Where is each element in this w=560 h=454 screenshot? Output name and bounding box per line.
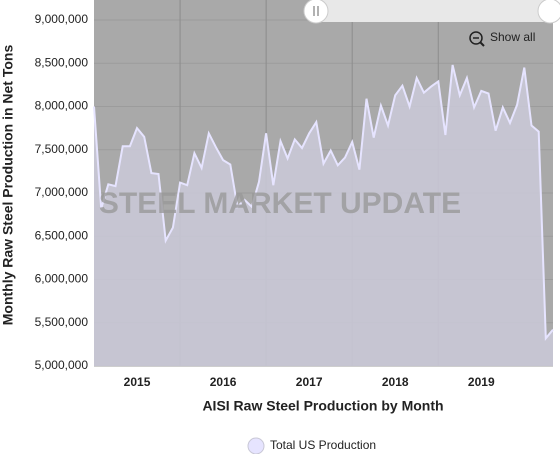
line (93, 64, 554, 341)
y-axis-title: Monthly Raw Steel Production in Net Tons (0, 45, 16, 326)
navigator-range (316, 0, 553, 22)
x-axis-title: AISI Raw Steel Production by Month (202, 398, 443, 414)
y-tick-label: 8,000,000 (35, 99, 89, 113)
zoom-icon (469, 31, 483, 45)
y-tick-label: 6,500,000 (35, 228, 89, 242)
navigator-handle[interactable] (537, 0, 560, 24)
button-label[interactable]: Show all (490, 30, 535, 44)
y-tick-label: 7,500,000 (35, 142, 89, 156)
y-tick-label: 9,000,000 (35, 12, 89, 26)
y-tick-label: 8,500,000 (35, 55, 89, 69)
legend-label[interactable]: Total US Production (270, 438, 376, 452)
zoom-icon (479, 41, 485, 47)
y-tick-label: 7,000,000 (35, 185, 89, 199)
area-fill (94, 65, 553, 366)
y-tick-label: 5,500,000 (35, 315, 89, 329)
x-group-label: 2016 (210, 375, 237, 389)
y-tick-label: 5,000,000 (35, 358, 89, 372)
x-group-label: 2015 (124, 375, 151, 389)
show-all-button[interactable]: Show all (469, 30, 535, 47)
x-group-label: 2019 (468, 375, 495, 389)
x-group-label: 2018 (382, 375, 409, 389)
x-group-label: 2017 (296, 375, 323, 389)
y-tick-label: 6,000,000 (35, 272, 89, 286)
navigator-handle[interactable] (303, 0, 329, 24)
watermark: STEEL MARKET UPDATE (99, 187, 461, 220)
legend-symbol[interactable] (247, 437, 265, 454)
